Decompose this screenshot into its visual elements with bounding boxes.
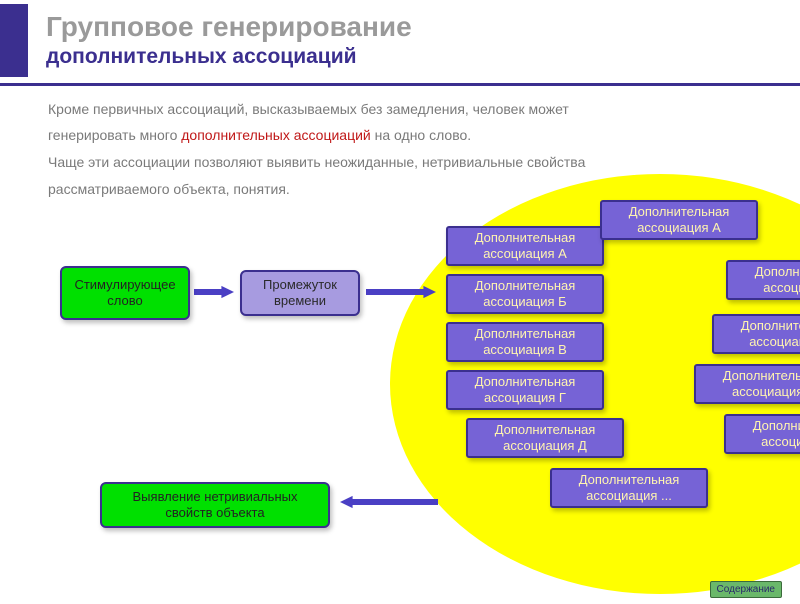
accent-text: дополнительных ассоциаций [181,127,370,143]
contents-link[interactable]: Содержание [710,581,782,598]
assoc-box: Дополнительная ассоциация ... [550,468,708,508]
intro-line: Чаще эти ассоциации позволяют выявить не… [48,149,770,176]
intro-line: генерировать много дополнительных ассоци… [48,122,770,149]
assoc-box: Дополнительная ассоциация Г [446,370,604,410]
intro-line: Кроме первичных ассоциаций, высказываемы… [48,96,770,123]
intro-line: рассматриваемого объекта, понятия. [48,176,770,203]
arrow-icon [182,280,246,304]
intro-text: Кроме первичных ассоциаций, высказываемы… [0,96,800,202]
node-stimulus: Стимулирующее слово [60,266,190,320]
assoc-box: Дополнительная ассоциация Г [694,364,800,404]
assoc-box: Дополнительная ассоциация Б [446,274,604,314]
node-interval: Промежуток времени [240,270,360,316]
node-result: Выявление нетривиальных свойств объекта [100,482,330,528]
assoc-box: Дополнительная ассоциация Д [724,414,800,454]
assoc-box: Дополнительная ассоциация В [712,314,800,354]
assoc-box: Дополнительная ассоциация Б [726,260,800,300]
assoc-box: Дополнительная ассоциация Д [466,418,624,458]
arrow-icon [354,280,448,304]
assoc-box: Дополнительная ассоциация В [446,322,604,362]
arrow-icon [328,490,450,514]
assoc-box: Дополнительная ассоциация А [600,200,758,240]
assoc-box: Дополнительная ассоциация А [446,226,604,266]
diagram-canvas: Стимулирующее слово Промежуток времени В… [0,4,800,604]
